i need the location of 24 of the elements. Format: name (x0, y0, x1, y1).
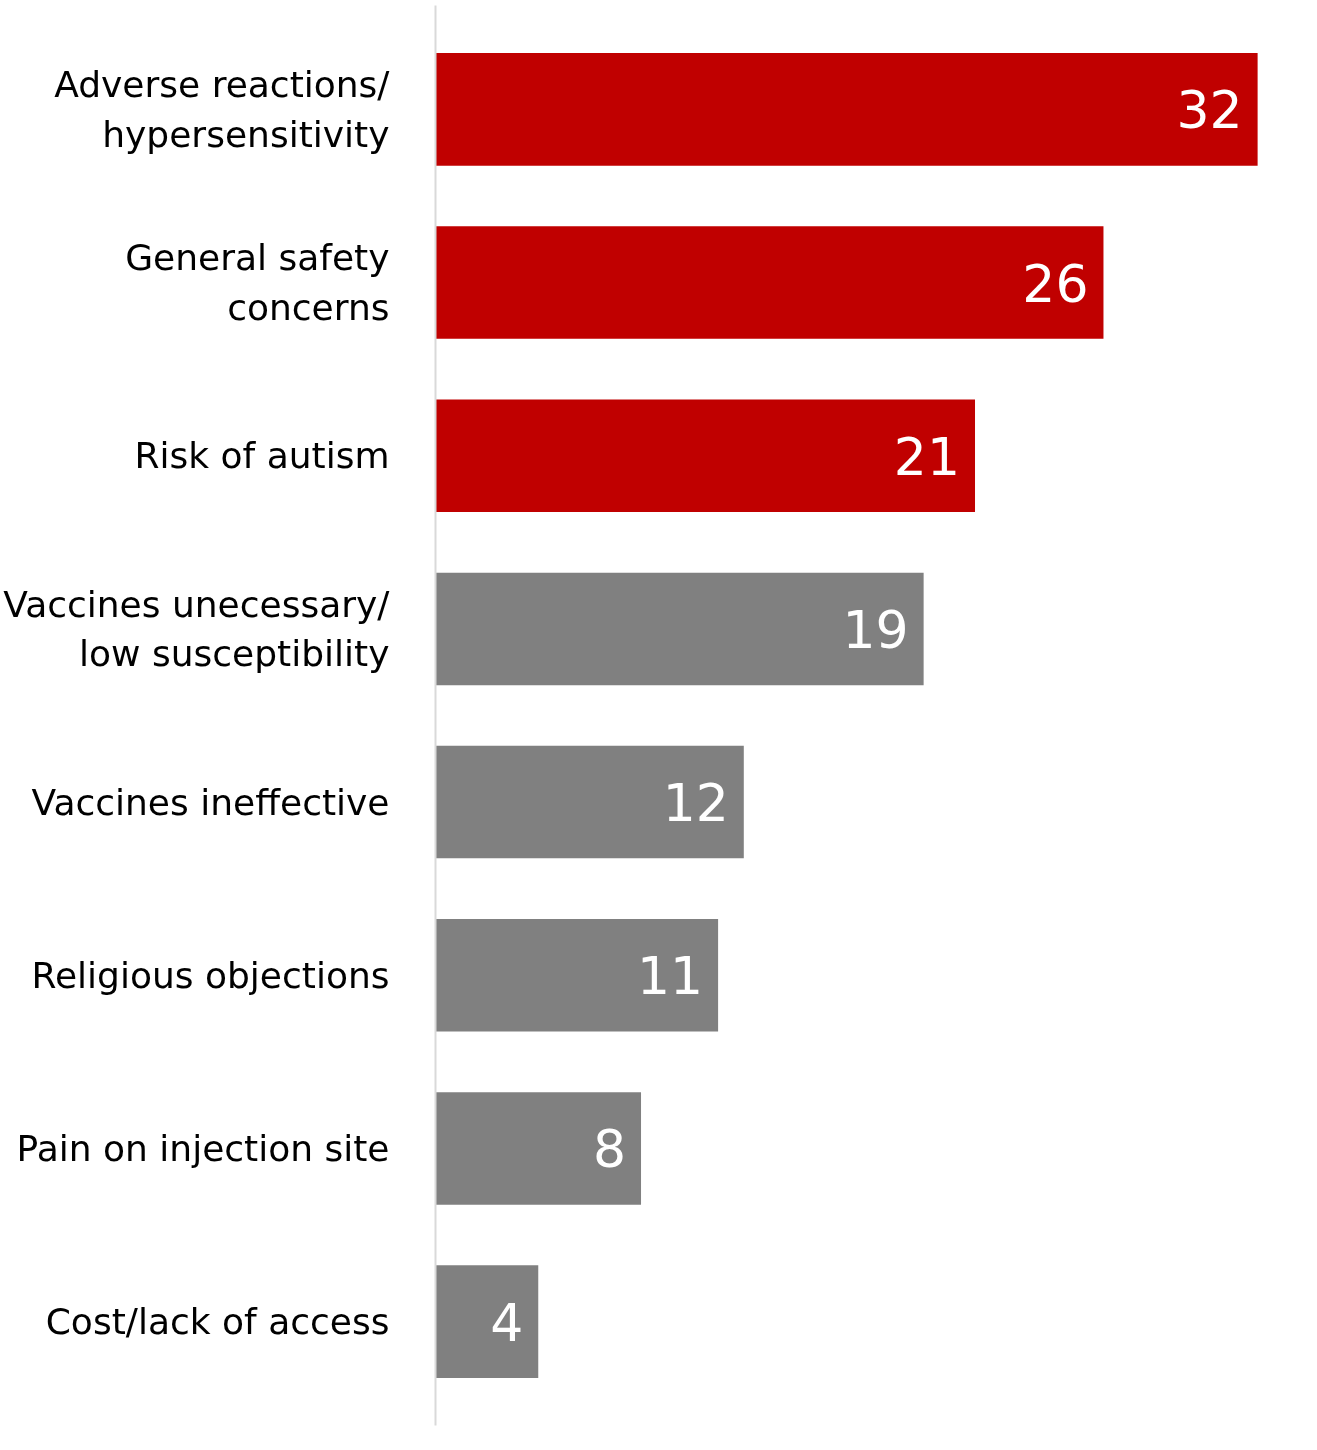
data-label: 12 (662, 773, 729, 834)
data-label: 11 (636, 946, 704, 1007)
y-tick-label: General safety concerns (125, 237, 390, 328)
y-tick-label: Cost/lack of access (45, 1301, 390, 1343)
y-tick-label: Vaccines ineffective (31, 781, 390, 823)
bar (435, 226, 1104, 339)
y-tick-label: Religious objections (31, 954, 390, 996)
data-label: 26 (1022, 253, 1089, 314)
y-tick-label: Pain on injection site (16, 1127, 390, 1169)
bar (435, 53, 1258, 166)
y-tick-label: Vaccines unecessary/ low susceptibility (3, 583, 391, 675)
data-label: 19 (842, 599, 909, 660)
bar (435, 918, 719, 1032)
bar (435, 572, 924, 686)
data-label: 8 (592, 1119, 627, 1180)
data-label: 21 (893, 426, 961, 487)
y-tick-label: Adverse reactions/ hypersensitivity (54, 64, 391, 155)
bar (435, 399, 976, 513)
bar (435, 745, 744, 859)
data-label: 4 (490, 1292, 524, 1353)
data-label: 32 (1176, 80, 1243, 141)
bar (435, 1092, 642, 1205)
y-tick-label: Risk of autism (134, 435, 390, 477)
bar (435, 1265, 539, 1378)
